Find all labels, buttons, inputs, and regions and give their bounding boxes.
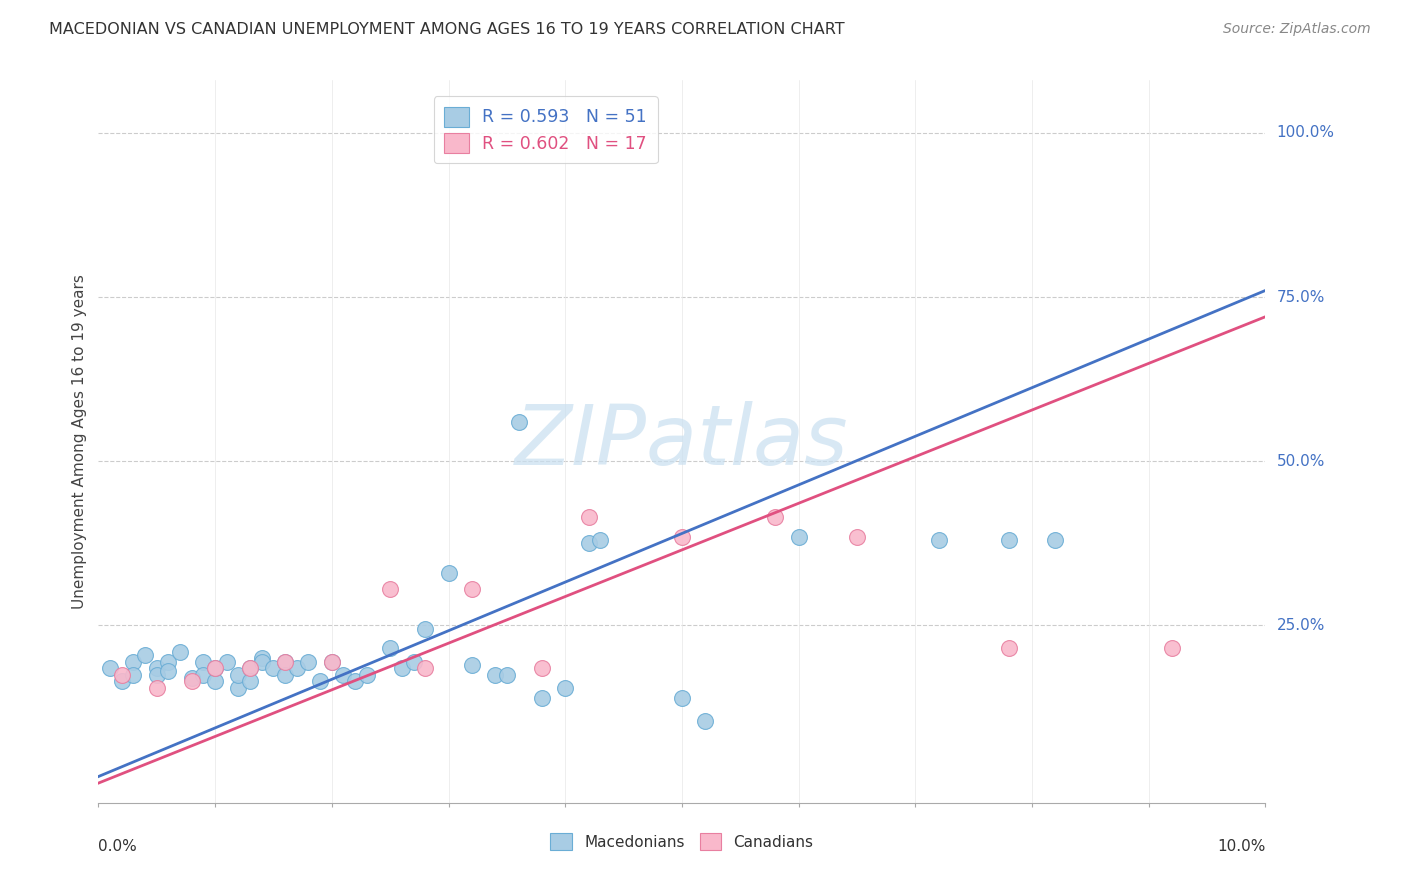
Text: ZIPatlas: ZIPatlas [515, 401, 849, 482]
Point [391, 661, 413, 675]
Point [461, 657, 484, 672]
Point [169, 645, 191, 659]
Point [589, 533, 612, 547]
Point [530, 690, 553, 705]
Y-axis label: Unemployment Among Ages 16 to 19 years: Unemployment Among Ages 16 to 19 years [72, 274, 87, 609]
Point [228, 667, 250, 681]
Point [997, 641, 1019, 656]
Point [180, 671, 202, 685]
Point [274, 655, 297, 669]
Point [111, 667, 134, 681]
Text: Source: ZipAtlas.com: Source: ZipAtlas.com [1223, 22, 1371, 37]
Point [332, 667, 354, 681]
Point [134, 648, 156, 662]
Point [344, 674, 367, 689]
Point [402, 655, 425, 669]
Point [484, 667, 506, 681]
Point [1161, 641, 1184, 656]
Point [274, 667, 297, 681]
Text: 100.0%: 100.0% [1277, 126, 1334, 140]
Point [239, 661, 262, 675]
Point [671, 530, 693, 544]
Legend: Macedonians, Canadians: Macedonians, Canadians [544, 827, 820, 856]
Point [285, 661, 308, 675]
Point [239, 674, 262, 689]
Point [496, 667, 519, 681]
Point [321, 655, 343, 669]
Point [846, 530, 869, 544]
Point [204, 661, 226, 675]
Point [250, 655, 273, 669]
Text: 25.0%: 25.0% [1277, 618, 1324, 633]
Text: 10.0%: 10.0% [1218, 838, 1265, 854]
Point [461, 582, 484, 597]
Point [380, 641, 402, 656]
Point [239, 661, 262, 675]
Point [146, 681, 169, 695]
Point [215, 655, 238, 669]
Point [321, 655, 343, 669]
Point [413, 661, 436, 675]
Point [193, 667, 215, 681]
Point [787, 530, 810, 544]
Point [157, 665, 180, 679]
Point [250, 651, 273, 665]
Point [274, 655, 297, 669]
Point [204, 674, 226, 689]
Point [122, 667, 145, 681]
Point [554, 681, 576, 695]
Text: 0.0%: 0.0% [98, 838, 138, 854]
Point [297, 655, 319, 669]
Text: MACEDONIAN VS CANADIAN UNEMPLOYMENT AMONG AGES 16 TO 19 YEARS CORRELATION CHART: MACEDONIAN VS CANADIAN UNEMPLOYMENT AMON… [49, 22, 845, 37]
Point [193, 655, 215, 669]
Point [437, 566, 460, 580]
Point [928, 533, 950, 547]
Point [1045, 533, 1067, 547]
Point [157, 655, 180, 669]
Point [122, 655, 145, 669]
Point [309, 674, 332, 689]
Point [530, 661, 553, 675]
Point [146, 661, 169, 675]
Point [356, 667, 378, 681]
Point [695, 714, 717, 728]
Point [98, 661, 121, 675]
Point [508, 415, 530, 429]
Point [578, 510, 600, 524]
Point [228, 681, 250, 695]
Point [578, 536, 600, 550]
Text: 75.0%: 75.0% [1277, 290, 1324, 304]
Point [763, 510, 786, 524]
Text: 50.0%: 50.0% [1277, 454, 1324, 468]
Point [413, 622, 436, 636]
Point [180, 674, 202, 689]
Point [146, 667, 169, 681]
Point [204, 661, 226, 675]
Point [671, 690, 693, 705]
Point [997, 533, 1019, 547]
Point [380, 582, 402, 597]
Point [262, 661, 284, 675]
Point [111, 674, 134, 689]
